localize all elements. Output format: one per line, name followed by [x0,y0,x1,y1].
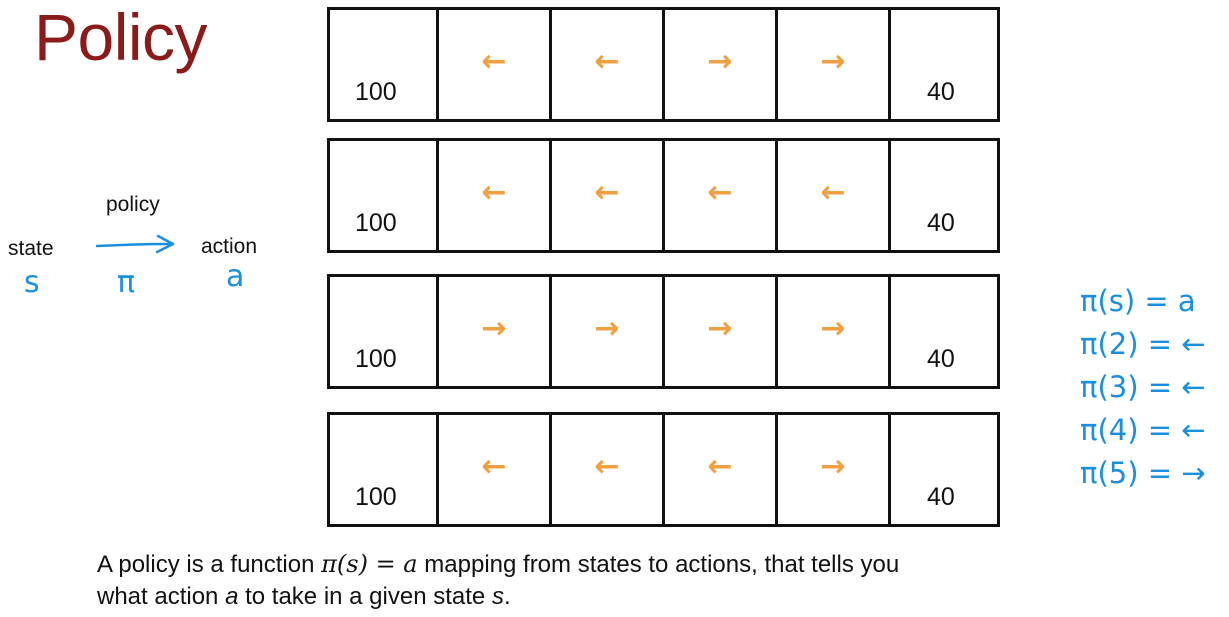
equation-pi-2: π(2) = ← [1080,327,1206,361]
action-arrow-icon: → [594,311,620,346]
reward-right: 40 [927,345,955,373]
reward-right: 40 [927,209,955,237]
state-cell-4: ← [662,138,778,253]
grid-row: 100 ← ← → → 40 [327,7,1003,122]
state-cell-2: ← [436,138,552,253]
state-cell-6: 40 [888,412,1000,527]
action-arrow-icon: → [820,44,846,79]
action-arrow-icon: → [820,311,846,346]
state-cell-4: → [662,274,778,389]
caption-text: . [503,583,511,610]
action-label: action [201,235,258,258]
caption-text: to take in a given state [238,583,492,610]
state-cell-3: ← [549,412,665,527]
caption-var-a: a [225,583,239,610]
action-arrow-icon: ← [481,44,507,79]
state-cell-3: ← [549,138,665,253]
policy-symbol: π [117,265,136,300]
state-cell-1: 100 [327,274,439,389]
equation-pi-5: π(5) = → [1080,456,1206,490]
grid-row: 100 ← ← ← ← 40 [327,138,1003,253]
action-arrow-icon: → [707,311,733,346]
state-cell-5: ← [775,138,891,253]
action-arrow-icon: ← [594,449,620,484]
action-arrow-icon: ← [707,175,733,210]
action-arrow-icon: ← [594,175,620,210]
state-cell-1: 100 [327,7,439,122]
equation-pi-4: π(4) = ← [1080,413,1206,447]
reward-right: 40 [927,78,955,106]
action-arrow-icon: ← [594,44,620,79]
state-label: state [8,237,54,260]
caption-text: what action [97,583,226,610]
equation-pi-s: π(s) = a [1080,284,1196,318]
policy-arrow-icon [95,234,175,254]
state-cell-3: ← [549,7,665,122]
state-cell-1: 100 [327,138,439,253]
state-cell-6: 40 [888,274,1000,389]
reward-left: 100 [355,209,397,237]
action-arrow-icon: ← [707,449,733,484]
action-arrow-icon: → [707,44,733,79]
action-symbol: a [226,259,245,294]
equation-pi-3: π(3) = ← [1080,370,1206,404]
reward-right: 40 [927,483,955,511]
action-arrow-icon: ← [820,175,846,210]
caption-var-s: s [491,583,504,610]
state-cell-5: → [775,274,891,389]
state-cell-4: → [662,7,778,122]
caption: A policy is a function π(s) = a mapping … [97,548,1217,613]
caption-text: mapping from states to actions, that tel… [417,551,900,578]
action-arrow-icon: ← [481,175,507,210]
action-arrow-icon: → [820,449,846,484]
state-cell-2: ← [436,412,552,527]
state-cell-2: ← [436,7,552,122]
policy-equations: π(s) = a π(2) = ← π(3) = ← π(4) = ← π(5)… [1080,280,1225,495]
action-arrow-icon: → [481,311,507,346]
caption-math: π(s) = a [321,550,418,578]
action-arrow-icon: ← [481,449,507,484]
grid-row: 100 ← ← ← → 40 [327,412,1003,527]
state-cell-6: 40 [888,7,1000,122]
state-symbol: s [24,265,40,300]
reward-left: 100 [355,78,397,106]
reward-left: 100 [355,483,397,511]
page-title: Policy [34,0,208,74]
state-cell-5: → [775,412,891,527]
state-cell-6: 40 [888,138,1000,253]
policy-label: policy [106,193,160,216]
state-cell-3: → [549,274,665,389]
grid-row: 100 → → → → 40 [327,274,1003,389]
state-cell-1: 100 [327,412,439,527]
state-cell-5: → [775,7,891,122]
state-cell-2: → [436,274,552,389]
state-cell-4: ← [662,412,778,527]
reward-left: 100 [355,345,397,373]
caption-text: A policy is a function [97,551,322,578]
